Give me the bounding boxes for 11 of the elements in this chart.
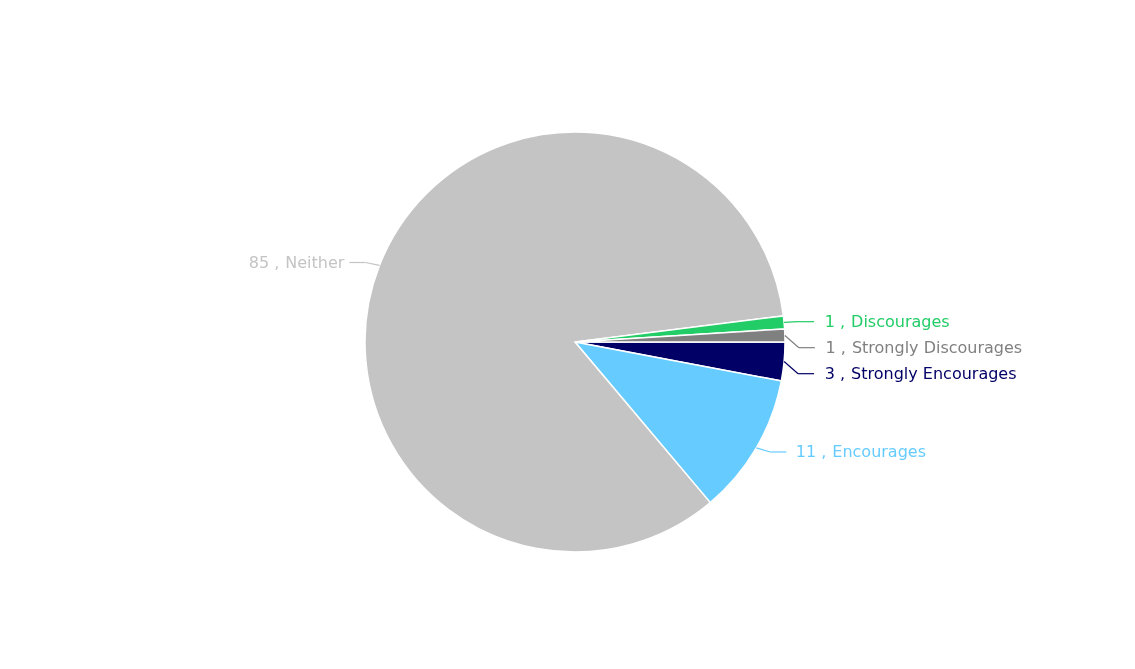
- slice-label: Strongly Encourages: [851, 363, 1017, 383]
- legend-label: Neither: [285, 252, 345, 272]
- data-label: 3 ,: [824, 363, 846, 383]
- slice-label: Strongly Discourages: [851, 337, 1023, 357]
- slice-label: Discourages: [851, 311, 950, 331]
- data-label: 85 ,: [248, 252, 280, 272]
- data-label: 11 ,: [795, 441, 827, 461]
- pie-slice: [364, 131, 785, 553]
- data-label: 1 ,: [824, 311, 846, 331]
- slice-label: Encourages: [832, 441, 927, 461]
- data-label: 1 ,: [825, 337, 846, 357]
